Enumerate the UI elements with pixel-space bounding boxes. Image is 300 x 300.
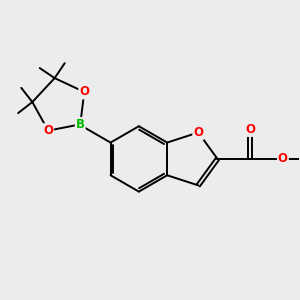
Text: O: O: [79, 85, 89, 98]
Text: B: B: [76, 118, 85, 131]
Text: O: O: [43, 124, 53, 137]
Text: O: O: [193, 126, 203, 139]
Text: O: O: [245, 123, 255, 136]
Text: O: O: [278, 152, 288, 165]
